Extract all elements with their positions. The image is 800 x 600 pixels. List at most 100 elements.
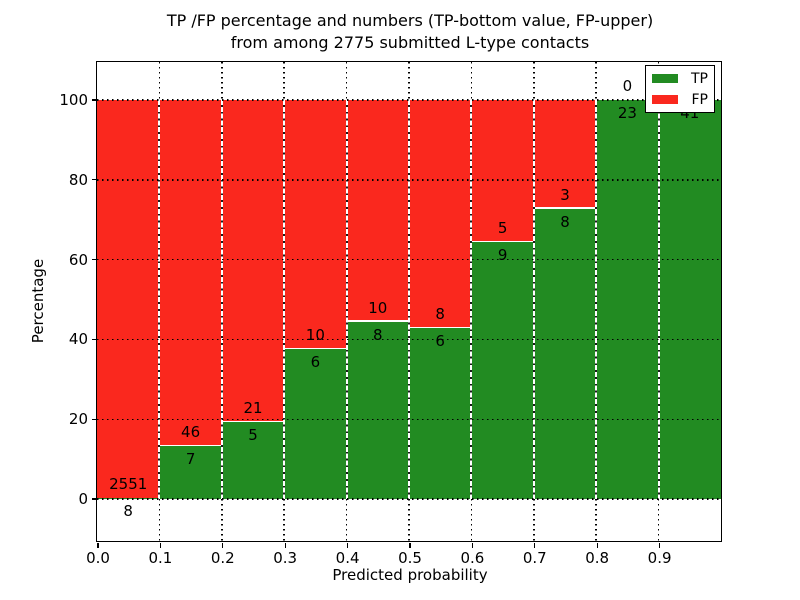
bar-fp-segment [221,99,285,423]
bar-count-label-fp: 10 [305,326,325,345]
bar-count-label-tp: 6 [310,353,321,372]
bar-tp-segment [658,99,721,500]
x-tick [659,542,661,548]
legend-item-fp: FP [652,93,708,107]
y-tick [91,498,97,500]
y-axis-label: Percentage [29,258,47,344]
bar-seam-line [657,99,660,500]
x-axis-label: Predicted probability [332,566,488,584]
bar-count-label-tp: 8 [123,501,133,520]
gridline-v-bottom [595,499,597,541]
bar-tp-segment [533,208,597,500]
legend-label-fp: FP [691,91,709,108]
bar-count-label-fp: 46 [181,423,201,442]
y-tick [91,258,97,261]
gridline-v-top [595,62,597,100]
plot-area: 25518467215106108865938023041 [96,61,722,542]
x-tick-label: 0.2 [210,549,235,567]
bar-count-label-fp: 2551 [109,474,148,493]
gridline-v-top [408,62,410,100]
bar-count-label-fp: 3 [560,185,570,204]
gridline-h [97,179,721,181]
x-tick [471,542,473,548]
chart-title: TP /FP percentage and numbers (TP-bottom… [98,10,722,54]
bar-fp-segment [159,99,222,447]
x-tick [347,542,349,548]
bar-count-label-tp: 6 [435,332,445,351]
bar-count-label-tp: 7 [185,450,196,469]
bar-seam-line [595,99,598,500]
y-tick-label: 40 [68,330,88,349]
gridline-h [97,338,721,341]
y-tick-label: 80 [68,170,88,189]
bar-count-label-fp: 5 [497,219,508,238]
bar-count-label-fp: 8 [435,305,445,324]
bar-seam-line [158,99,161,500]
bar-tp-segment [409,328,472,500]
bar-fp-segment [346,99,409,322]
y-tick-label: 20 [68,410,88,429]
bar-count-label-tp: 5 [248,426,258,445]
gridline-v-top [470,62,473,100]
bar-tp-segment [471,242,534,500]
bar-count-label-fp: 10 [368,298,388,317]
x-tick [159,542,161,548]
x-tick-label: 0.4 [335,549,360,567]
legend: TP FP [645,65,715,113]
x-tick-label: 0.3 [273,549,298,567]
bar-boundary-edge [346,320,409,322]
gridline-h [97,99,721,101]
x-tick-label: 0.9 [647,549,672,567]
gridline-v-bottom [221,499,223,541]
fp-color-swatch-icon [652,95,678,104]
bar-seam-line [470,99,473,500]
legend-item-tp: TP [652,72,708,86]
y-tick [91,338,97,340]
bar-fp-segment [284,99,347,350]
x-tick [97,542,99,548]
x-tick-label: 0.7 [522,549,547,567]
x-tick [596,542,598,548]
chart-title-line1: TP /FP percentage and numbers (TP-bottom… [166,11,654,30]
x-tick-label: 0.0 [86,549,110,567]
y-tick [91,99,97,101]
bar-seam-line [532,99,535,500]
bar-count-label-fp: 21 [243,399,263,418]
x-tick-label: 0.6 [460,549,485,567]
bar-boundary-edge [221,420,285,423]
bar-boundary-edge [159,444,222,447]
y-tick-label: 100 [59,90,88,109]
x-tick [284,542,286,548]
bar-count-label-fp: 0 [622,76,633,95]
gridline-v-top [158,62,161,100]
bar-tp-segment [221,422,285,500]
gridline-v-bottom [158,499,161,541]
x-tick-label: 0.1 [148,549,173,567]
gridline-h [97,258,721,261]
x-tick [534,542,536,548]
gridline-v-bottom [470,499,473,541]
bar-boundary-edge [471,240,534,243]
bar-seam-line [283,99,286,500]
bar-tp-segment [284,349,347,500]
y-tick-label: 60 [68,250,88,269]
chart-title-line2: from among 2775 submitted L-type contact… [230,33,590,52]
bar-tp-segment [346,321,409,500]
bar-seam-line [345,99,348,500]
bar-fp-segment [97,99,160,498]
bar-boundary-edge [284,347,347,350]
x-tick-label: 0.8 [585,549,610,567]
bar-count-label-tp: 23 [617,103,637,122]
gridline-v-bottom [657,499,660,541]
gridline-v-bottom [345,499,348,541]
x-tick [222,542,224,548]
gridline-v-top [345,62,348,100]
gridline-h [97,498,721,500]
gridline-v-bottom [283,499,285,541]
bar-fp-segment [409,99,472,328]
x-tick [409,542,411,548]
y-tick [91,179,97,181]
bar-seam-line [220,99,223,500]
bar-boundary-edge [409,326,472,329]
